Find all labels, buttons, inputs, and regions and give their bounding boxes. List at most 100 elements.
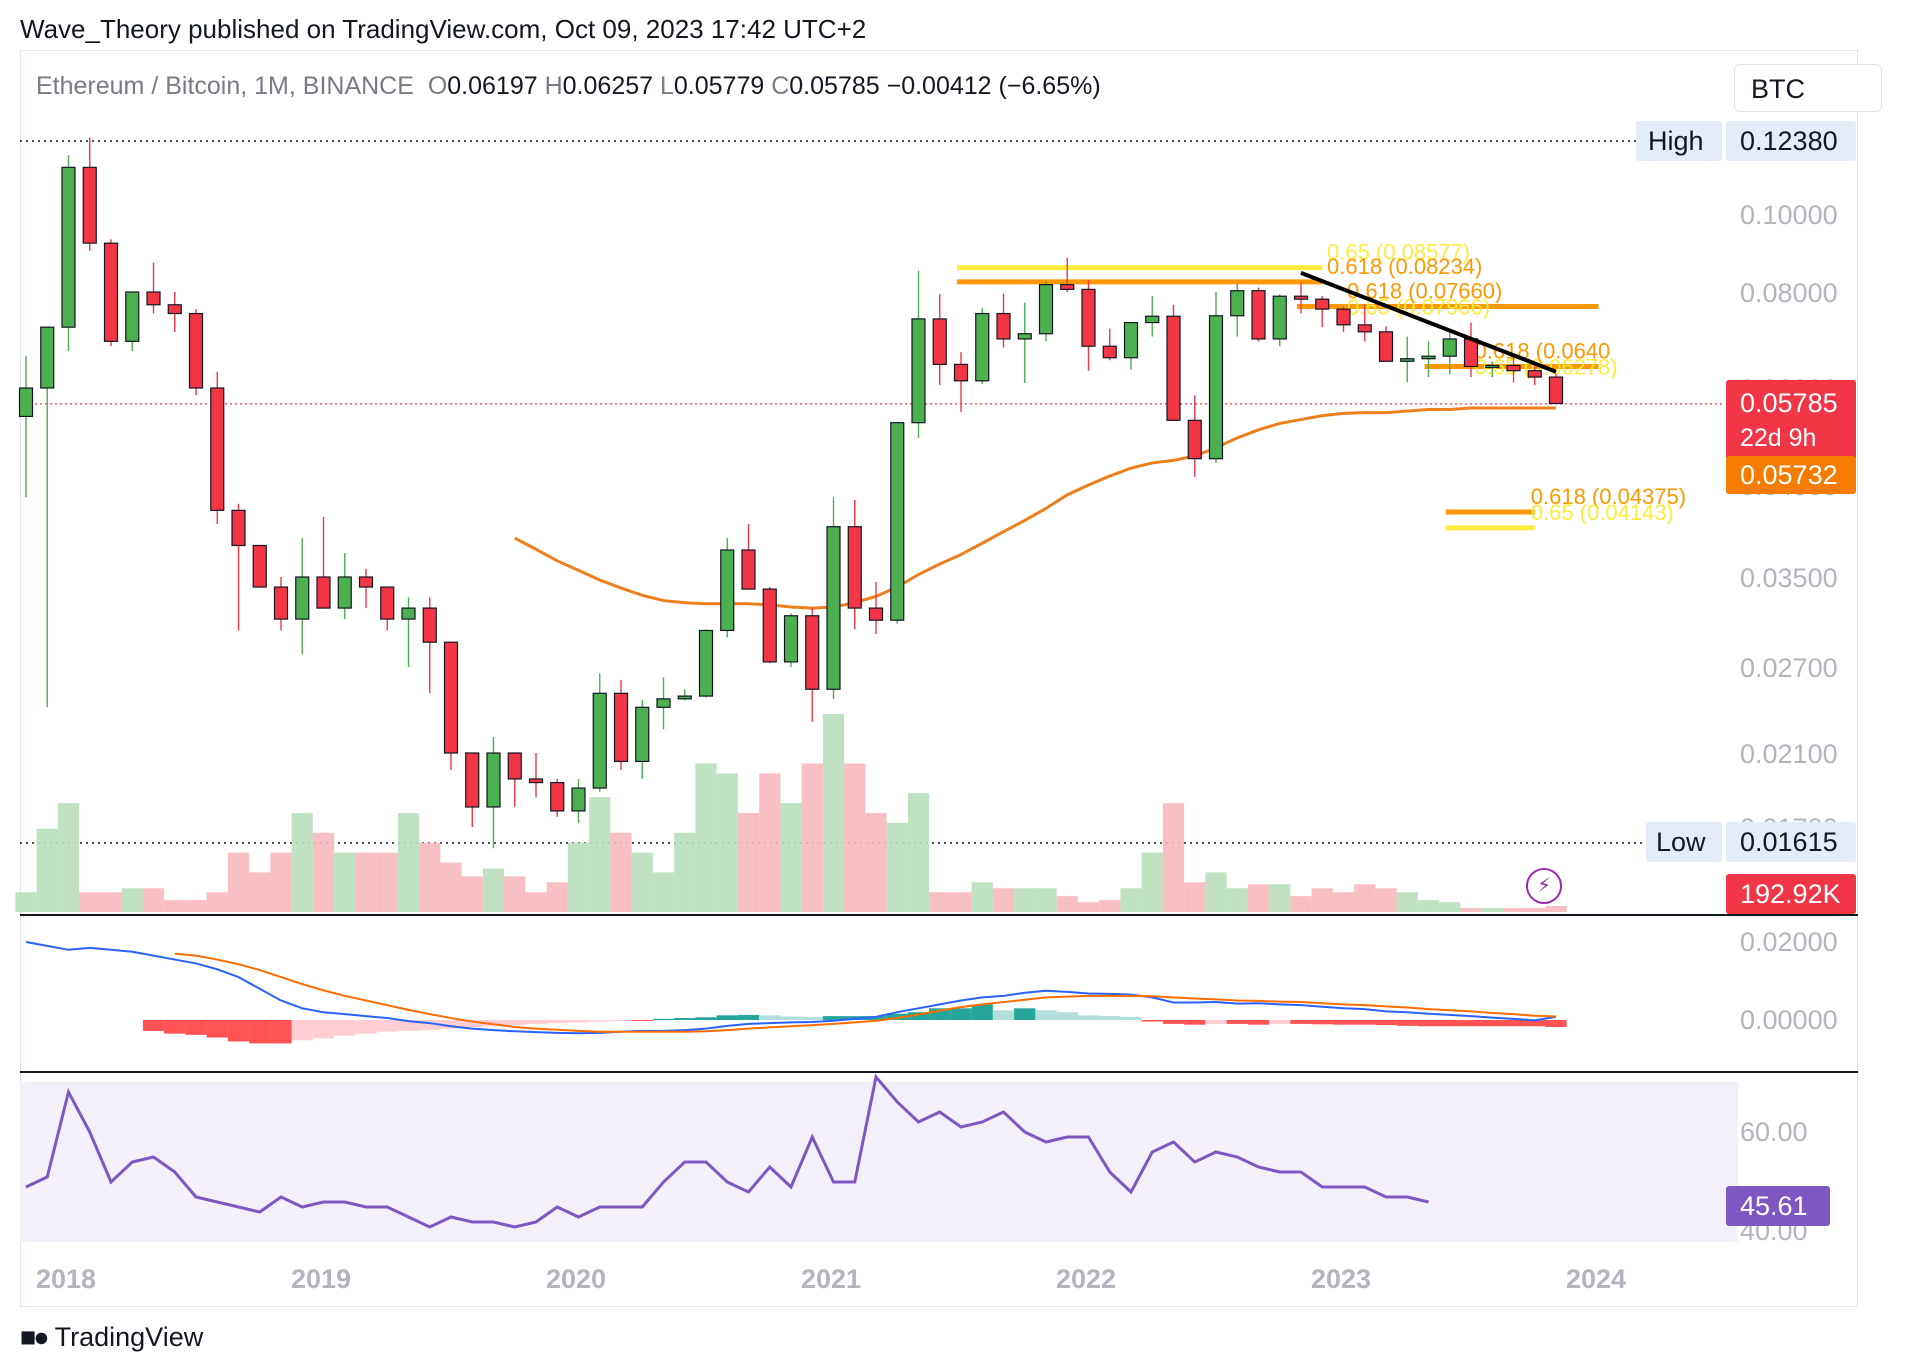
candle-body bbox=[1506, 364, 1521, 372]
macd-histogram-bar bbox=[652, 1018, 675, 1020]
macd-histogram-bar bbox=[1545, 1020, 1567, 1028]
volume-bar bbox=[1014, 888, 1036, 912]
price-tick: 0.02700 bbox=[1740, 653, 1838, 683]
moving-average-layer bbox=[514, 406, 1556, 610]
time-tick: 2024 bbox=[1566, 1264, 1626, 1294]
macd-histogram-bar bbox=[1375, 1020, 1397, 1026]
volume-bar bbox=[1205, 872, 1227, 912]
candle-body bbox=[273, 586, 289, 620]
volume-bar bbox=[759, 773, 781, 912]
rsi-value: 45.61 bbox=[1740, 1191, 1808, 1221]
axis-layer: 0.100000.080000.060000.048000.035000.027… bbox=[36, 121, 1856, 1294]
fib-label: 0.618 (0.0640 bbox=[1475, 338, 1611, 363]
volume-bar bbox=[737, 813, 760, 912]
candle-body bbox=[868, 607, 884, 621]
volume-bar bbox=[227, 852, 250, 912]
volume-bar bbox=[312, 832, 335, 912]
macd-histogram-bar bbox=[907, 1012, 930, 1020]
candle-body bbox=[932, 318, 947, 365]
candle-body bbox=[762, 588, 777, 663]
macd-histogram-bar bbox=[397, 1020, 420, 1031]
macd-histogram-bar bbox=[1311, 1020, 1333, 1025]
candle-body bbox=[656, 698, 671, 708]
volume-bar bbox=[1269, 884, 1291, 912]
macd-histogram-bar bbox=[1524, 1020, 1546, 1027]
candle-body bbox=[592, 692, 607, 789]
low-value: 0.05779 bbox=[673, 72, 765, 100]
trendline-layer bbox=[1300, 271, 1557, 374]
macd-histogram-bar bbox=[716, 1015, 738, 1020]
candle-body bbox=[698, 629, 714, 697]
volume-bar bbox=[185, 900, 207, 912]
candle-body bbox=[528, 778, 544, 784]
high-value: 0.12380 bbox=[1740, 126, 1838, 156]
low-value-bg bbox=[1726, 822, 1856, 862]
volume-bar bbox=[1524, 908, 1546, 912]
macd-histogram-bar bbox=[589, 1020, 611, 1022]
macd-histogram-bar bbox=[1439, 1020, 1461, 1027]
macd-histogram-bar bbox=[1417, 1020, 1440, 1027]
macd-histogram-bar bbox=[780, 1016, 802, 1020]
volume-bar bbox=[206, 892, 228, 912]
volume-bar bbox=[1502, 908, 1525, 912]
macd-histogram-bar bbox=[950, 1008, 972, 1020]
volume-bar bbox=[419, 842, 441, 912]
macd-histogram-bar bbox=[1226, 1020, 1248, 1024]
volume-bar bbox=[822, 714, 845, 912]
volume-bar bbox=[504, 876, 526, 912]
low-value: 0.01615 bbox=[1740, 827, 1838, 857]
candle-body bbox=[1293, 295, 1309, 300]
candle-body bbox=[741, 549, 756, 590]
macd-histogram-bar bbox=[164, 1020, 186, 1034]
tradingview-logo[interactable]: ■● TradingView bbox=[20, 1322, 203, 1353]
macd-histogram-bar bbox=[291, 1020, 313, 1041]
low-key: L bbox=[659, 72, 674, 100]
rsi-tick: 60.00 bbox=[1740, 1117, 1808, 1147]
volume-bar bbox=[1460, 908, 1482, 912]
candle-body bbox=[677, 695, 692, 700]
candle-body bbox=[1272, 295, 1287, 340]
candle-body bbox=[380, 586, 395, 620]
volume-bar bbox=[376, 852, 398, 912]
candle-body bbox=[847, 526, 862, 609]
macd-histogram-bar bbox=[546, 1020, 568, 1024]
macd-histogram-bar bbox=[185, 1020, 207, 1035]
currency-selector[interactable]: BTC bbox=[1734, 64, 1882, 112]
volume-bar bbox=[249, 872, 271, 912]
volume-bar bbox=[397, 813, 420, 912]
candle-body bbox=[1060, 284, 1075, 290]
macd-histogram-bar bbox=[1205, 1020, 1227, 1024]
volume-value: 192.92K bbox=[1740, 879, 1841, 909]
volume-bar bbox=[801, 763, 823, 912]
candle-body bbox=[1548, 376, 1564, 405]
countdown-value: 22d 9h bbox=[1740, 424, 1816, 452]
fib-label: 0.65 (0.04143) bbox=[1531, 500, 1674, 525]
volume-bar bbox=[610, 832, 632, 912]
open-key: O bbox=[427, 72, 448, 100]
volume-bar bbox=[525, 892, 547, 912]
candle-body bbox=[1081, 288, 1096, 347]
low-tag-bg bbox=[1646, 822, 1722, 862]
macd-histogram-bar bbox=[1502, 1020, 1525, 1027]
macd-histogram-bar bbox=[1396, 1020, 1418, 1026]
candle-body bbox=[316, 576, 331, 609]
volume-bar bbox=[100, 892, 122, 912]
close-key: C bbox=[771, 72, 790, 100]
macd-histogram-bar bbox=[1269, 1020, 1291, 1024]
macd-histogram-bar bbox=[1332, 1020, 1355, 1025]
macd-histogram-bar bbox=[1035, 1010, 1057, 1020]
candle-body bbox=[295, 576, 310, 620]
macd-histogram-bar bbox=[482, 1020, 505, 1027]
lightning-icon[interactable]: ⚡ bbox=[1526, 868, 1562, 904]
volume-bar bbox=[971, 882, 993, 912]
candle-body bbox=[1102, 345, 1117, 359]
macd-histogram-bar bbox=[355, 1020, 377, 1034]
candle-body bbox=[996, 312, 1011, 340]
candle-body bbox=[1251, 290, 1266, 340]
candle-body bbox=[125, 291, 140, 342]
candle-body bbox=[975, 312, 990, 382]
last-price-value: 0.05785 bbox=[1740, 388, 1838, 418]
macd-line bbox=[25, 941, 1557, 1035]
candle-body bbox=[82, 166, 97, 244]
